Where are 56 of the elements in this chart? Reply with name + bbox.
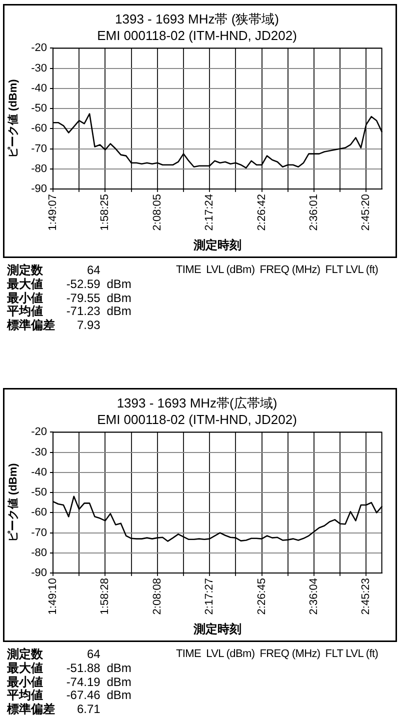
- y-tick-label: -20: [31, 426, 47, 438]
- y-tick-label: -40: [31, 466, 47, 478]
- x-tick-label: 2:17:27: [204, 578, 216, 615]
- y-tick-label: -30: [31, 62, 47, 74]
- y-tick-label: -70: [31, 142, 47, 155]
- x-axis-title: 測定時刻: [192, 622, 242, 636]
- text: 最大値 -51.88 dBm: [7, 660, 132, 675]
- text: 標準偏差 6.71: [7, 702, 100, 716]
- text: LVL (dBm): [206, 648, 255, 662]
- text: TIME: [176, 648, 202, 662]
- y-tick-label: -20: [31, 42, 47, 54]
- y-tick-label: -60: [31, 122, 47, 135]
- chart-title: 1393 - 1693 MHz帯 (狭帯域): [115, 11, 279, 26]
- x-tick-label: 1:58:25: [99, 194, 112, 231]
- text: 測定数 64: [7, 647, 100, 661]
- chart-subtitle: EMI 000118-02 (ITM-HND, JD202): [97, 28, 297, 43]
- x-tick-label: 2:26:42: [256, 194, 268, 231]
- x-tick-label: 2:36:04: [308, 578, 320, 615]
- text: 最小値 -74.19 dBm: [7, 674, 132, 689]
- y-axis-title: ピーク値 (dBm): [6, 78, 20, 158]
- x-tick-label: 2:17:24: [204, 194, 216, 231]
- text: FLT LVL (ft): [325, 264, 378, 278]
- text: FLT LVL (ft): [325, 648, 378, 662]
- text: 測定数 64: [7, 263, 100, 277]
- y-tick-label: -80: [31, 546, 47, 559]
- text: FREQ (MHz): [260, 648, 320, 662]
- x-tick-label: 2:08:05: [151, 194, 164, 231]
- y-tick-label: -90: [31, 567, 47, 580]
- y-tick-label: -40: [31, 82, 47, 94]
- text: 最小値 -79.55 dBm: [7, 290, 132, 305]
- text: LVL (dBm): [206, 264, 255, 278]
- y-tick-label: -50: [31, 486, 47, 499]
- chart-title: 1393 - 1693 MHz帯(広帯域): [116, 395, 278, 410]
- chart-subtitle: EMI 000118-02 (ITM-HND, JD202): [97, 412, 297, 427]
- x-tick-label: 2:36:01: [308, 194, 320, 231]
- x-tick-label: 2:08:08: [151, 578, 164, 615]
- text: 平均値 -71.23 dBm: [7, 304, 132, 318]
- x-tick-label: 1:49:07: [47, 194, 60, 231]
- y-tick-label: -70: [31, 526, 47, 539]
- x-tick-label: 2:45:20: [360, 194, 372, 231]
- text: 平均値 -67.46 dBm: [7, 688, 132, 702]
- y-axis-title: ピーク値 (dBm): [6, 462, 20, 542]
- y-tick-label: -50: [31, 102, 47, 115]
- text: 最大値 -52.59 dBm: [7, 276, 132, 291]
- text: 標準偏差 7.93: [7, 318, 100, 332]
- x-tick-label: 1:49:10: [47, 578, 60, 615]
- x-tick-label: 2:45:23: [360, 578, 372, 615]
- x-tick-label: 2:26:45: [256, 578, 268, 615]
- x-tick-label: 1:58:28: [99, 578, 112, 615]
- text: FREQ (MHz): [260, 264, 320, 278]
- x-axis-title: 測定時刻: [192, 238, 242, 252]
- text: TIME: [176, 264, 202, 278]
- y-tick-label: -90: [31, 183, 47, 196]
- y-tick-label: -30: [31, 446, 47, 458]
- y-tick-label: -80: [31, 162, 47, 175]
- y-tick-label: -60: [31, 506, 47, 519]
